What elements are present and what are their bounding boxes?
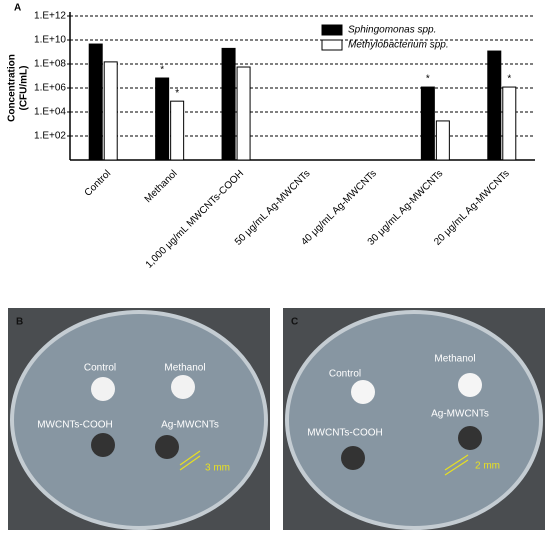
scale-label: 3 mm bbox=[205, 463, 230, 474]
legend-label: Sphingomonas spp. bbox=[348, 25, 436, 36]
y-tick-label: 1.E+04 bbox=[34, 107, 66, 118]
petri-dish bbox=[285, 310, 543, 530]
panel-label: B bbox=[16, 317, 23, 328]
photo-label: Ag-MWCNTs bbox=[431, 409, 489, 420]
bar bbox=[88, 43, 103, 161]
disc bbox=[458, 373, 482, 397]
legend-swatch bbox=[321, 24, 343, 36]
y-tick-label: 1.E+08 bbox=[34, 59, 66, 70]
bar bbox=[487, 50, 502, 161]
x-tick-label: 30 μg/mL Ag-MWCNTs bbox=[366, 168, 446, 248]
annotation: * bbox=[160, 65, 164, 76]
photo-label: Control bbox=[84, 363, 116, 374]
x-tick-label: Control bbox=[83, 168, 114, 199]
bar bbox=[103, 61, 118, 161]
y-axis-label: (CFU/mL) bbox=[19, 66, 30, 111]
disc bbox=[155, 435, 179, 459]
legend-swatch bbox=[321, 39, 343, 51]
y-tick-label: 1.E+12 bbox=[34, 11, 66, 22]
disc bbox=[341, 446, 365, 470]
scale-line bbox=[179, 455, 201, 471]
x-tick-label: 40 μg/mL Ag-MWCNTs bbox=[299, 168, 379, 248]
petri-dish bbox=[10, 310, 268, 530]
y-tick-label: 1.E+10 bbox=[34, 35, 66, 46]
bar bbox=[221, 47, 236, 161]
x-tick-label: 50 μg/mL Ag-MWCNTs bbox=[233, 168, 313, 248]
x-tick-label: Methanol bbox=[143, 168, 180, 205]
annotation: * bbox=[507, 74, 511, 85]
y-axis-label: Concentration bbox=[7, 54, 18, 122]
annotation: * bbox=[175, 88, 179, 99]
photo-label: Methanol bbox=[164, 363, 205, 374]
disc bbox=[351, 380, 375, 404]
bar bbox=[435, 120, 450, 161]
disc bbox=[91, 377, 115, 401]
disc bbox=[91, 433, 115, 457]
photo-label: Ag-MWCNTs bbox=[161, 420, 219, 431]
disc bbox=[458, 426, 482, 450]
photo-label: Methanol bbox=[434, 354, 475, 365]
bar bbox=[155, 77, 170, 161]
scale-line bbox=[179, 450, 201, 466]
annotation: * bbox=[426, 74, 430, 85]
scale-label: 2 mm bbox=[475, 461, 500, 472]
photo-label: Control bbox=[329, 369, 361, 380]
scale-line bbox=[444, 454, 469, 471]
bar bbox=[236, 66, 251, 161]
bar bbox=[170, 100, 185, 161]
bar bbox=[420, 86, 435, 161]
legend-label: Methylobacterium spp. bbox=[348, 40, 449, 51]
bar bbox=[502, 86, 517, 161]
panel-label: C bbox=[291, 317, 298, 328]
photo-label: MWCNTs-COOH bbox=[37, 420, 113, 431]
disc bbox=[171, 375, 195, 399]
y-tick-label: 1.E+02 bbox=[34, 131, 66, 142]
panel-label: A bbox=[14, 3, 21, 14]
photo-label: MWCNTs-COOH bbox=[307, 428, 383, 439]
x-tick-label: 20 μg/mL Ag-MWCNTs bbox=[432, 168, 512, 248]
y-tick-label: 1.E+06 bbox=[34, 83, 66, 94]
scale-line bbox=[444, 459, 469, 476]
